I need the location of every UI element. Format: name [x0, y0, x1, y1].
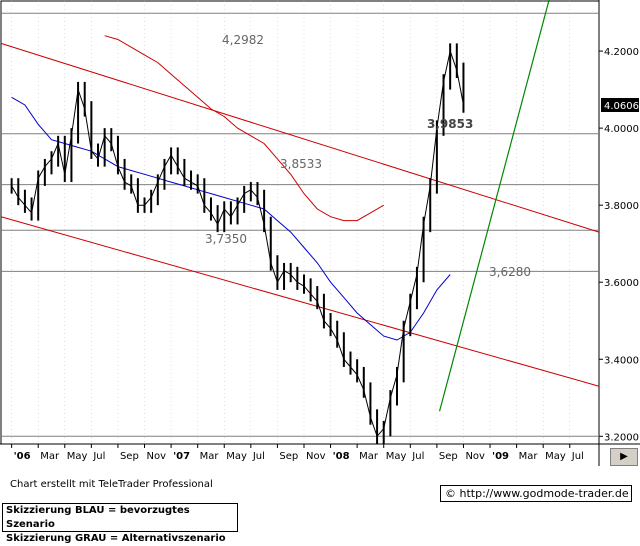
x-tick-label: Jul	[252, 451, 265, 462]
x-tick-label: Jul	[92, 451, 105, 462]
x-tick-label: '09	[492, 451, 509, 462]
x-tick-label: May	[67, 451, 88, 462]
x-tick-label: '07	[173, 451, 190, 462]
source-url[interactable]: © http://www.godmode-trader.de	[440, 485, 632, 502]
x-tick-label: Sep	[120, 451, 139, 462]
current-price-label: 4.0606	[604, 101, 639, 112]
plot-area	[0, 0, 600, 445]
x-tick-label: Jul	[571, 451, 584, 462]
level-label: 3,8533	[280, 157, 322, 171]
scenario-legend: Skizzierung BLAU = bevorzugtes Szenario …	[2, 503, 238, 544]
x-tick-label: Nov	[306, 451, 326, 462]
y-tick-label: 3.2000	[604, 432, 639, 443]
x-tick-label: Mar	[200, 451, 220, 462]
level-label: 3,7350	[205, 232, 247, 246]
moving-average-slow	[104, 35, 384, 222]
price-line	[11, 49, 464, 438]
legend-line-blue: Skizzierung BLAU = bevorzugtes Szenario	[6, 505, 190, 530]
x-tick-label: May	[545, 451, 566, 462]
channel-line	[0, 42, 600, 233]
current-price-badge	[601, 98, 639, 113]
x-tick-label: '08	[333, 451, 350, 462]
y-tick-label: 3.8000	[604, 201, 639, 212]
x-tick-label: Nov	[147, 451, 167, 462]
level-label: 3,6280	[489, 265, 531, 279]
level-label: 3,9853	[427, 117, 473, 131]
price-chart: 4,2982 3,9853 3,8533 3,7350 3,6280 '06 Mar May…	[0, 0, 640, 466]
y-tick-label: 4.2000	[604, 47, 639, 58]
x-tick-label: Mar	[519, 451, 539, 462]
level-label: 4,2982	[222, 33, 264, 47]
chart-credit: Chart erstellt mit TeleTrader Profession…	[10, 479, 213, 490]
x-tick-label: Mar	[359, 451, 379, 462]
legend-line-grey: Skizzierung GRAU = Alternativszenario	[6, 533, 226, 544]
scroll-right-button[interactable]: ▶	[610, 448, 638, 466]
x-tick-label: '06	[14, 451, 31, 462]
y-tick-label: 4.0000	[604, 124, 639, 135]
x-tick-label: Nov	[465, 451, 485, 462]
x-tick-label: Sep	[279, 451, 298, 462]
channel-line	[0, 216, 600, 387]
x-tick-label: Jul	[411, 451, 424, 462]
x-tick-label: May	[226, 451, 247, 462]
moving-average-fast	[11, 96, 451, 341]
x-tick-label: May	[386, 451, 407, 462]
x-tick-label: Sep	[439, 451, 458, 462]
trend-line	[438, 0, 550, 412]
x-tick-label: Mar	[40, 451, 60, 462]
y-tick-label: 3.6000	[604, 278, 639, 289]
y-tick-label: 3.4000	[604, 355, 639, 366]
